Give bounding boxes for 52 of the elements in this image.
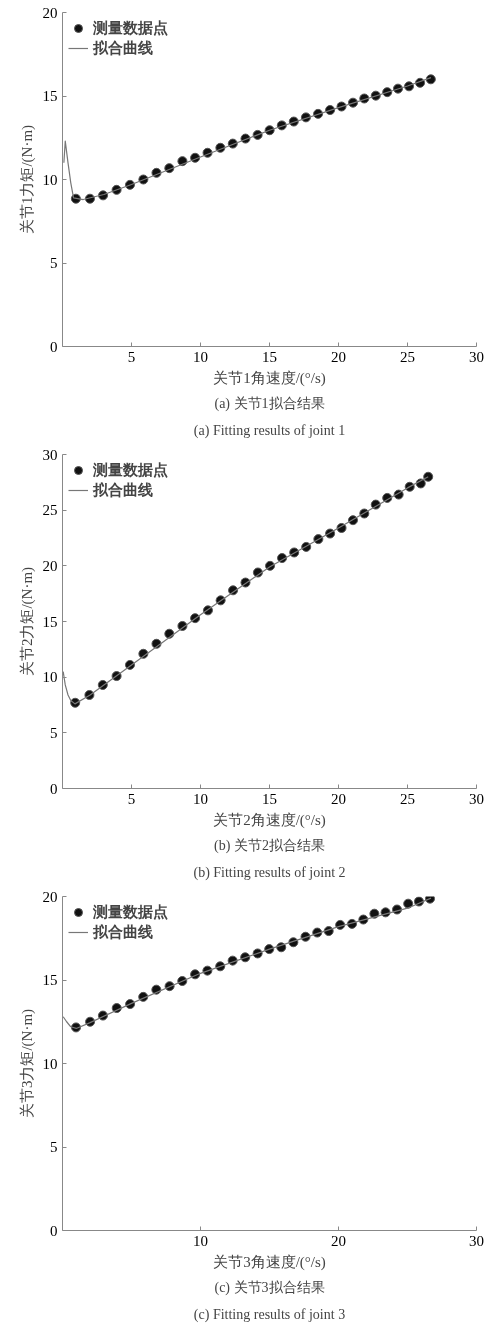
y-tick-label: 5 [50,1139,58,1155]
x-tick-label: 10 [193,790,208,807]
legend-label: 测量数据点 [93,18,168,38]
y-tick-label: 10 [42,669,58,686]
y-tick-label: 10 [42,171,58,188]
y-tick-label: 30 [42,446,58,463]
x-tick-label: 25 [400,348,415,365]
point [423,471,434,482]
x-tick-label: 30 [469,348,484,365]
x-axis-title: 关节2角速度/(°/s) [213,811,326,829]
x-tick-label: 20 [331,790,346,807]
x-tick-label: 25 [400,790,415,807]
text: (c) 关节3拟合结果 [214,1279,325,1296]
legend-label: 测量数据点 [93,902,168,922]
text: (a) 关节1拟合结果 [214,395,325,412]
y-tick-label: 15 [42,972,58,988]
y-tick-label: 5 [50,724,58,741]
legend-label: 测量数据点 [93,460,168,480]
x-tick-label: 15 [262,348,277,365]
x-tick-label: 20 [331,1232,346,1249]
y-tick-label: 15 [42,613,58,630]
y-axis-title: 关节3力矩/(N·m) [18,1008,36,1119]
y-tick-label: 0 [50,1222,58,1239]
legend-label: 拟合曲线 [93,922,153,942]
y-axis-title: 关节1力矩/(N·m) [18,124,36,235]
x-tick-label: 30 [469,790,484,807]
y-tick-label: 20 [42,888,58,905]
y-axis-title: 关节2力矩/(N·m) [18,566,36,677]
x-tick-label: 30 [469,1232,484,1249]
x-tick-label: 20 [331,348,346,365]
legend-label: 拟合曲线 [93,38,153,58]
x-tick-label: 15 [262,790,277,807]
x-axis-title: 关节3角速度/(°/s) [213,1253,326,1271]
text: (b) 关节2拟合结果 [214,837,325,854]
legend-label: 拟合曲线 [93,480,153,500]
y-tick-label: 0 [50,338,58,355]
text: (b) Fitting results of joint 2 [193,864,346,881]
point [403,898,414,909]
x-tick-label: 10 [193,1232,208,1249]
y-tick-label: 20 [42,4,58,21]
y-tick-label: 10 [42,1055,58,1072]
y-tick-label: 20 [42,557,58,574]
y-tick-label: 25 [42,502,58,519]
x-tick-label: 10 [193,348,208,365]
text: (c) Fitting results of joint 3 [193,1306,346,1323]
text: (a) Fitting results of joint 1 [193,422,346,439]
y-tick-label: 0 [50,780,58,797]
x-axis-title: 关节1角速度/(°/s) [213,369,326,387]
x-tick-label: 5 [127,790,136,807]
y-tick-label: 5 [50,255,58,271]
y-tick-label: 15 [42,88,58,104]
x-tick-label: 5 [127,348,136,365]
